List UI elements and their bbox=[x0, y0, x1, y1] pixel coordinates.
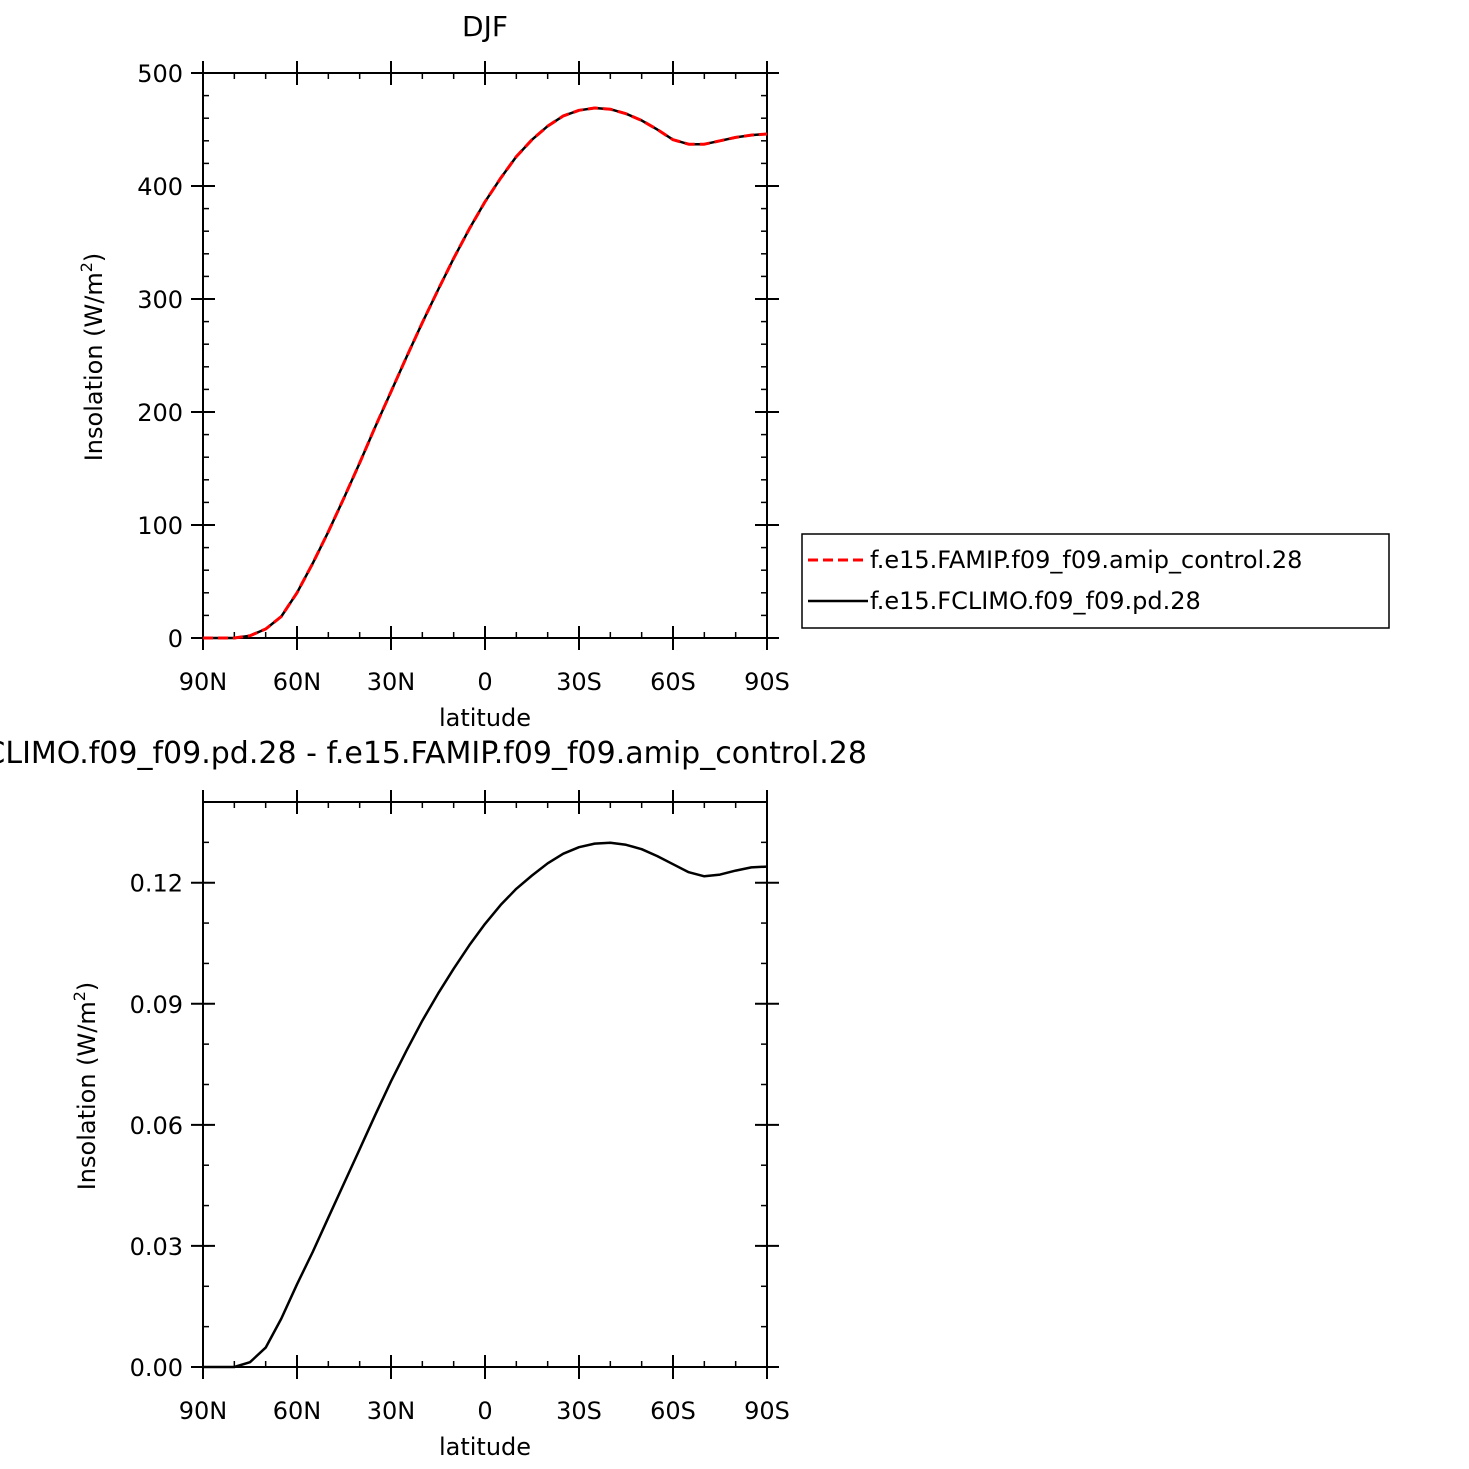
y-tick-label: 0.00 bbox=[130, 1354, 183, 1382]
x-tick-label: 60S bbox=[650, 1397, 696, 1425]
y-tick-label: 200 bbox=[137, 399, 183, 427]
plot-frame bbox=[202, 801, 768, 1368]
y-axis: 0 100 200 300 400 500 bbox=[137, 60, 779, 653]
legend: f.e15.FAMIP.f09_f09.amip_control.28 f.e1… bbox=[801, 533, 1390, 629]
y-tick-label: 0.06 bbox=[130, 1112, 183, 1140]
x-tick-label: 30S bbox=[556, 668, 602, 696]
x-tick-label: 90N bbox=[179, 668, 228, 696]
series-line-0 bbox=[203, 106, 768, 640]
y-tick-label: 400 bbox=[137, 173, 183, 201]
series-line-0 bbox=[203, 841, 768, 1369]
y-axis-label-superscript: 2 bbox=[70, 991, 89, 1001]
x-axis: 90N 60N 30N 0 30S 60S 90S bbox=[179, 790, 790, 1425]
y-axis-label-main: Insolation (W/m bbox=[80, 272, 108, 461]
x-tick-label: 90S bbox=[744, 1397, 790, 1425]
chart-title: f.e15.FCLIMO.f09_f09.pd.28 - f.e15.FAMIP… bbox=[0, 736, 867, 771]
y-tick-label: 0 bbox=[168, 625, 183, 653]
x-tick-label: 60N bbox=[273, 1397, 322, 1425]
legend-label-fclimo: f.e15.FCLIMO.f09_f09.pd.28 bbox=[870, 587, 1201, 615]
y-axis-label-close: ) bbox=[80, 253, 108, 262]
series-line-1 bbox=[203, 106, 768, 640]
x-tick-label: 90N bbox=[179, 1397, 228, 1425]
x-tick-label: 60N bbox=[273, 668, 322, 696]
x-tick-label: 0 bbox=[477, 668, 492, 696]
y-tick-label: 0.09 bbox=[130, 991, 183, 1019]
y-axis-label-main: Insolation (W/m bbox=[73, 1001, 101, 1190]
plot-lines bbox=[203, 841, 768, 1369]
y-axis-label-close: ) bbox=[73, 982, 101, 991]
chart-panel-djf: DJF 0 100 200 300 400 500 90N 60N 30N 0 30S 60S 90S… bbox=[77, 10, 1390, 732]
y-axis-label-superscript: 2 bbox=[77, 262, 96, 272]
x-tick-label: 30S bbox=[556, 1397, 602, 1425]
chart-title: DJF bbox=[462, 10, 508, 43]
y-axis-label: Insolation (W/m2) bbox=[77, 253, 108, 462]
x-tick-label: 60S bbox=[650, 668, 696, 696]
x-tick-label: 0 bbox=[477, 1397, 492, 1425]
y-tick-label: 0.12 bbox=[130, 870, 183, 898]
y-axis: 0.00 0.03 0.06 0.09 0.12 bbox=[130, 801, 779, 1382]
x-tick-label: 30N bbox=[367, 1397, 416, 1425]
x-axis-label: latitude bbox=[439, 704, 531, 732]
x-axis: 90N 60N 30N 0 30S 60S 90S bbox=[179, 61, 790, 696]
legend-label-famip: f.e15.FAMIP.f09_f09.amip_control.28 bbox=[870, 546, 1302, 574]
x-tick-label: 90S bbox=[744, 668, 790, 696]
y-tick-label: 100 bbox=[137, 512, 183, 540]
y-tick-label: 500 bbox=[137, 60, 183, 88]
plot-frame bbox=[202, 72, 768, 639]
y-tick-label: 0.03 bbox=[130, 1233, 183, 1261]
x-axis-label: latitude bbox=[439, 1433, 531, 1461]
x-tick-label: 30N bbox=[367, 668, 416, 696]
plot-lines bbox=[203, 106, 768, 640]
y-tick-label: 300 bbox=[137, 286, 183, 314]
legend-box bbox=[801, 533, 1390, 629]
y-axis-label: Insolation (W/m2) bbox=[70, 982, 101, 1191]
chart-panel-difference: f.e15.FCLIMO.f09_f09.pd.28 - f.e15.FAMIP… bbox=[0, 736, 867, 1461]
